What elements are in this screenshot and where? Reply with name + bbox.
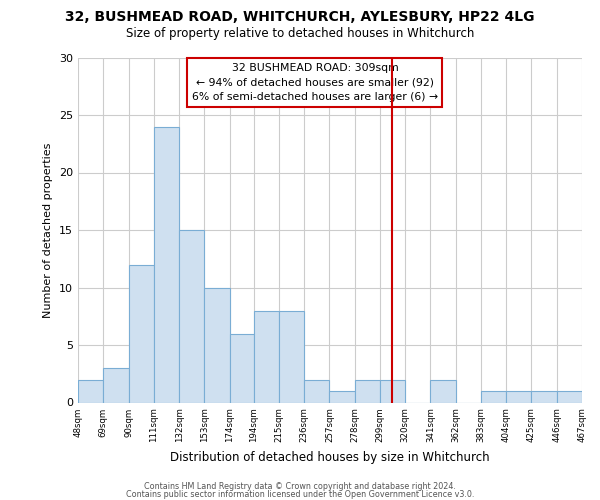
Bar <box>230 334 254 402</box>
Bar <box>103 368 128 402</box>
Bar <box>380 380 405 402</box>
Bar <box>128 264 154 402</box>
Bar <box>329 391 355 402</box>
Bar <box>154 126 179 402</box>
Text: 32, BUSHMEAD ROAD, WHITCHURCH, AYLESBURY, HP22 4LG: 32, BUSHMEAD ROAD, WHITCHURCH, AYLESBURY… <box>65 10 535 24</box>
Bar <box>481 391 506 402</box>
Bar <box>78 380 103 402</box>
Bar <box>532 391 557 402</box>
Bar <box>179 230 205 402</box>
Y-axis label: Number of detached properties: Number of detached properties <box>43 142 53 318</box>
Bar <box>430 380 455 402</box>
Text: 32 BUSHMEAD ROAD: 309sqm
← 94% of detached houses are smaller (92)
6% of semi-de: 32 BUSHMEAD ROAD: 309sqm ← 94% of detach… <box>192 62 438 102</box>
Bar <box>254 310 279 402</box>
Bar <box>304 380 329 402</box>
Bar <box>205 288 230 403</box>
Bar <box>279 310 304 402</box>
Bar <box>355 380 380 402</box>
Text: Contains public sector information licensed under the Open Government Licence v3: Contains public sector information licen… <box>126 490 474 499</box>
Bar <box>557 391 582 402</box>
X-axis label: Distribution of detached houses by size in Whitchurch: Distribution of detached houses by size … <box>170 450 490 464</box>
Text: Size of property relative to detached houses in Whitchurch: Size of property relative to detached ho… <box>126 28 474 40</box>
Bar <box>506 391 532 402</box>
Text: Contains HM Land Registry data © Crown copyright and database right 2024.: Contains HM Land Registry data © Crown c… <box>144 482 456 491</box>
